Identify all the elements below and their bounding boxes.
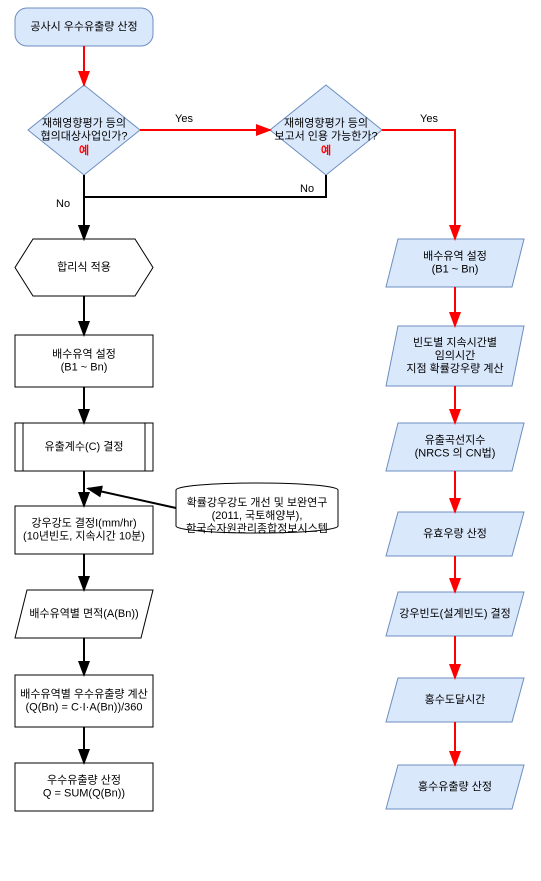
svg-text:공사시 우수유출량 산정: 공사시 우수유출량 산정 [30,20,137,33]
svg-text:(B1 ~ Bn): (B1 ~ Bn) [61,361,108,373]
svg-text:예: 예 [321,143,331,157]
svg-text:Q = SUM(Q(Bn)): Q = SUM(Q(Bn)) [43,787,125,799]
svg-text:(2011, 국토해양부),: (2011, 국토해양부), [212,508,303,522]
node-effective: 유효우량 산정 [386,512,524,556]
node-runoff_c: 유출계수(C) 결정 [15,423,153,471]
node-start: 공사시 우수유출량 산정 [15,8,153,46]
node-sum: 우수유출량 산정Q = SUM(Q(Bn)) [15,763,153,811]
svg-text:임의시간: 임의시간 [435,349,475,362]
svg-text:강우빈도(설계빈도) 결정: 강우빈도(설계빈도) 결정 [399,607,511,620]
svg-text:(NRCS 의 CN법): (NRCS 의 CN법) [415,446,496,459]
svg-text:강우강도 결정I(mm/hr): 강우강도 결정I(mm/hr) [31,516,136,529]
svg-text:배수유역별 우수유출량 계산: 배수유역별 우수유출량 계산 [20,687,148,700]
edge-label-yes2: Yes [420,113,438,125]
svg-text:한국수자원관리종합정보시스템: 한국수자원관리종합정보시스템 [186,522,328,535]
svg-text:유효우량 산정: 유효우량 산정 [423,527,487,540]
node-decision1: 재해영향평가 등의협의대상사업인가?예 [28,85,140,175]
edge-label-no2: No [300,183,314,195]
svg-text:홍수도달시간: 홍수도달시간 [425,692,486,706]
node-flood_out: 홍수유출량 산정 [386,765,524,809]
edge-label-no1: No [56,198,70,210]
node-basin_right: 배수유역 설정(B1 ~ Bn) [386,239,524,287]
svg-text:(Q(Bn) = C·I·A(Bn))/360: (Q(Bn) = C·I·A(Bn))/360 [25,701,142,713]
svg-text:빈도별 지속시간별: 빈도별 지속시간별 [413,336,497,349]
svg-text:(B1 ~ Bn): (B1 ~ Bn) [432,263,479,275]
svg-text:보고서 인용 가능한가?: 보고서 인용 가능한가? [274,129,377,142]
node-time_conc: 홍수도달시간 [386,678,524,722]
node-area: 배수유역별 면적(A(Bn)) [15,590,153,638]
edge-label-yes1: Yes [175,113,193,125]
svg-text:홍수유출량 산정: 홍수유출량 산정 [418,779,492,793]
svg-text:지점 확률강우량 계산: 지점 확률강우량 계산 [406,362,503,375]
node-decision2: 재해영향평가 등의보고서 인용 가능한가?예 [270,85,382,175]
svg-text:유출곡선지수: 유출곡선지수 [425,433,486,446]
svg-text:배수유역별 면적(A(Bn)): 배수유역별 면적(A(Bn)) [29,607,138,620]
svg-text:예: 예 [79,143,89,157]
node-rational: 합리식 적용 [15,239,153,296]
svg-text:확률강우강도 개선 및 보완연구: 확률강우강도 개선 및 보완연구 [187,496,328,509]
node-db: 확률강우강도 개선 및 보완연구(2011, 국토해양부),한국수자원관리종합정… [176,483,338,535]
svg-text:재해영향평가 등의: 재해영향평가 등의 [284,115,368,129]
node-intensity: 강우강도 결정I(mm/hr)(10년빈도, 지속시간 10분) [15,506,153,554]
node-design_freq: 강우빈도(설계빈도) 결정 [386,592,524,636]
node-calc: 배수유역별 우수유출량 계산(Q(Bn) = C·I·A(Bn))/360 [15,675,153,727]
svg-text:합리식 적용: 합리식 적용 [57,260,111,273]
svg-text:유출계수(C) 결정: 유출계수(C) 결정 [44,440,123,453]
svg-text:우수유출량 산정: 우수유출량 산정 [47,773,121,786]
svg-text:재해영향평가 등의: 재해영향평가 등의 [42,115,126,129]
svg-text:배수유역 설정: 배수유역 설정 [423,249,487,262]
flowchart: 공사시 우수유출량 산정재해영향평가 등의협의대상사업인가?예재해영향평가 등의… [0,0,541,881]
svg-text:배수유역 설정: 배수유역 설정 [52,347,116,360]
svg-text:(10년빈도, 지속시간 10분): (10년빈도, 지속시간 10분) [23,529,145,542]
svg-text:협의대상사업인가?: 협의대상사업인가? [40,129,127,142]
node-cn: 유출곡선지수(NRCS 의 CN법) [386,423,524,471]
node-basin_left: 배수유역 설정(B1 ~ Bn) [15,335,153,387]
node-freq_duration: 빈도별 지속시간별임의시간지점 확률강우량 계산 [386,326,524,386]
